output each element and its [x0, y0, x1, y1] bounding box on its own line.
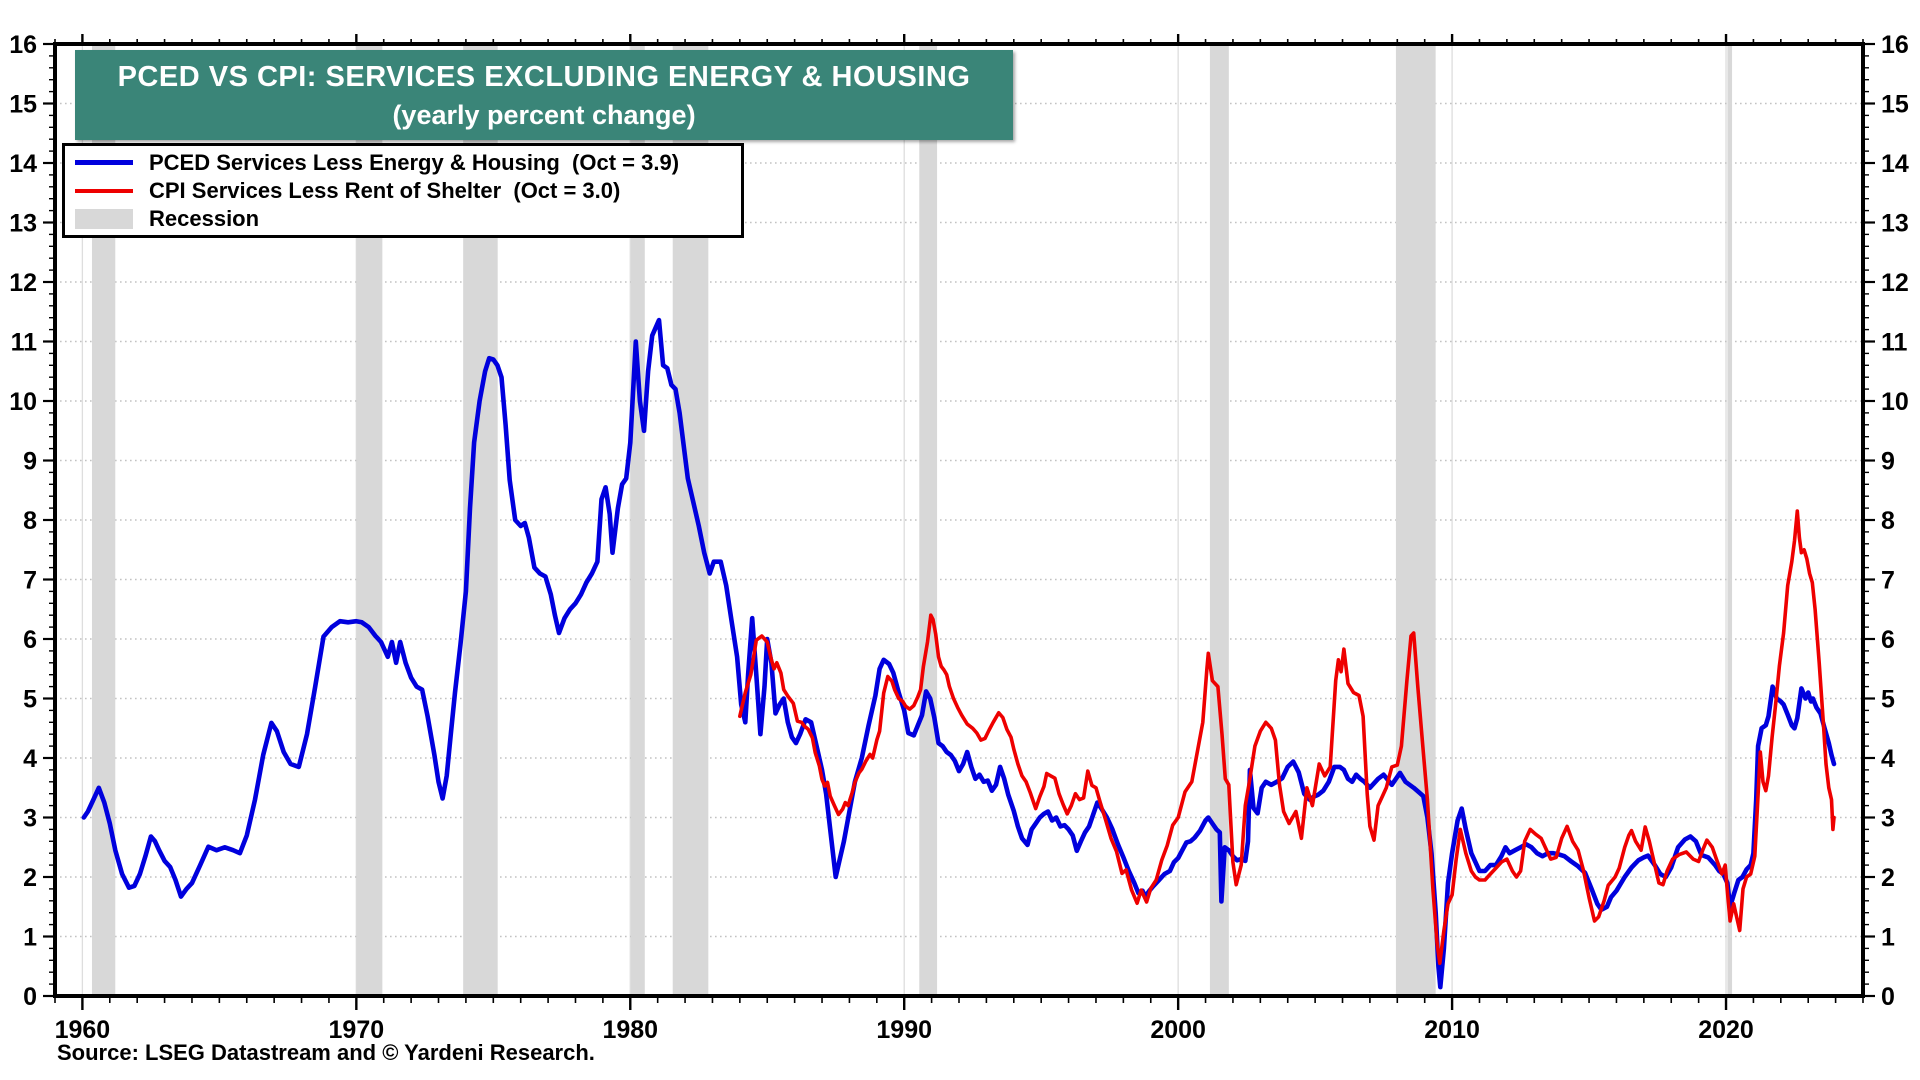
y-axis-label-right: 12	[1881, 269, 1909, 297]
y-axis-label-left: 4	[23, 745, 37, 773]
y-axis-label-left: 7	[23, 567, 37, 595]
recession-band	[91, 44, 116, 996]
recession-band	[1727, 44, 1733, 996]
y-axis-label-right: 9	[1881, 448, 1895, 476]
y-axis-label-right: 6	[1881, 626, 1895, 654]
legend: PCED Services Less Energy & Housing (Oct…	[62, 143, 744, 238]
y-axis-label-left: 12	[9, 269, 37, 297]
cpi-series-line	[738, 509, 1836, 966]
chart-subtitle: (yearly percent change)	[392, 100, 696, 130]
y-axis-label-right: 14	[1881, 150, 1909, 178]
x-axis-label: 1990	[876, 1016, 932, 1044]
y-axis-label-right: 5	[1881, 686, 1895, 714]
pced-series-line	[81, 317, 1837, 990]
y-axis-label-right: 0	[1881, 983, 1895, 1011]
y-axis-label-right: 3	[1881, 805, 1895, 833]
x-axis-label: 2000	[1150, 1016, 1206, 1044]
y-axis-label-right: 2	[1881, 864, 1895, 892]
y-axis-label-left: 13	[9, 210, 37, 238]
y-axis-label-left: 0	[23, 983, 37, 1011]
y-axis-label-left: 9	[23, 448, 37, 476]
recession-band	[919, 44, 938, 996]
y-axis-label-right: 4	[1881, 745, 1895, 773]
legend-label-cpi: CPI Services Less Rent of Shelter (Oct =…	[149, 177, 621, 203]
chart-title: PCED VS CPI: SERVICES EXCLUDING ENERGY &…	[117, 61, 971, 93]
recession-band	[630, 44, 645, 996]
x-axis-label: 1980	[602, 1016, 658, 1044]
cpi-line-swatch	[75, 188, 133, 193]
source-note: Source: LSEG Datastream and © Yardeni Re…	[57, 1040, 595, 1065]
y-axis-label-left: 16	[9, 31, 37, 59]
x-axis-label: 2010	[1424, 1016, 1480, 1044]
pced-line-swatch	[75, 160, 133, 165]
x-axis-label: 1960	[55, 1016, 111, 1044]
x-axis-label: 1970	[329, 1016, 385, 1044]
y-axis-label-left: 14	[9, 150, 37, 178]
y-axis-label-left: 6	[23, 626, 37, 654]
legend-item-recession: Recession	[75, 206, 731, 232]
legend-label-recession: Recession	[149, 205, 260, 231]
y-axis-label-left: 2	[23, 864, 37, 892]
y-axis-label-left: 8	[23, 507, 37, 535]
y-axis-label-right: 16	[1881, 31, 1909, 59]
y-axis-label-right: 8	[1881, 507, 1895, 535]
y-axis-label-right: 13	[1881, 210, 1909, 238]
legend-item-cpi: CPI Services Less Rent of Shelter (Oct =…	[75, 178, 731, 204]
y-axis-label-right: 1	[1881, 924, 1895, 952]
y-axis-label-right: 7	[1881, 567, 1895, 595]
y-axis-label-left: 10	[9, 388, 37, 416]
recession-band-swatch	[75, 208, 133, 229]
y-axis-label-right: 11	[1881, 329, 1908, 357]
y-axis-label-right: 15	[1881, 91, 1909, 119]
legend-item-pced: PCED Services Less Energy & Housing (Oct…	[75, 150, 731, 176]
y-axis-label-left: 1	[23, 924, 37, 952]
y-axis-label-right: 10	[1881, 388, 1909, 416]
y-axis-label-left: 11	[11, 329, 38, 357]
y-axis-label-left: 5	[23, 686, 37, 714]
y-axis-label-left: 3	[23, 805, 37, 833]
legend-label-pced: PCED Services Less Energy & Housing (Oct…	[149, 149, 680, 175]
chart-title-banner: PCED VS CPI: SERVICES EXCLUDING ENERGY &…	[75, 50, 1013, 140]
x-axis-label: 2020	[1698, 1016, 1754, 1044]
y-axis-label-left: 15	[9, 91, 37, 119]
